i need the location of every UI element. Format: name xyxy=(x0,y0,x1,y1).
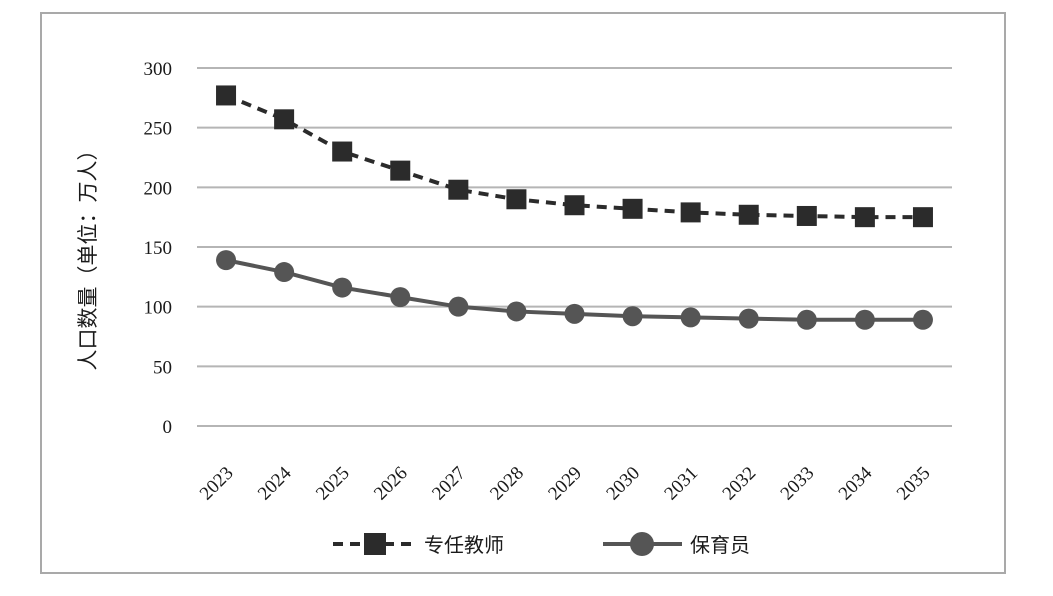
legend-label-series-0: 专任教师 xyxy=(424,533,504,557)
y-tick-label: 200 xyxy=(144,178,173,199)
data-point-series-0 xyxy=(680,202,701,223)
data-point-series-0 xyxy=(738,204,759,225)
data-point-series-1 xyxy=(622,306,643,327)
series-group xyxy=(216,85,933,330)
data-point-series-0 xyxy=(912,207,933,228)
x-tick-label: 2025 xyxy=(312,463,354,505)
x-tick-label: 2032 xyxy=(719,463,761,505)
data-point-series-1 xyxy=(564,303,585,324)
y-tick-label: 300 xyxy=(144,59,173,80)
y-tick-label: 250 xyxy=(144,119,173,140)
data-point-series-1 xyxy=(216,250,237,271)
data-point-series-1 xyxy=(796,309,817,330)
legend: 专任教师 保育员 xyxy=(333,532,750,557)
legend-label-series-1: 保育员 xyxy=(690,533,750,557)
data-point-series-0 xyxy=(448,179,469,200)
y-tick-label: 150 xyxy=(144,238,173,259)
x-tick-label: 2028 xyxy=(486,463,528,505)
legend-item-series-1: 保育员 xyxy=(603,532,750,557)
data-point-series-1 xyxy=(448,296,469,317)
x-tick-label: 2030 xyxy=(602,463,644,505)
data-point-series-1 xyxy=(390,287,411,308)
x-tick-label: 2023 xyxy=(196,463,238,505)
data-point-series-0 xyxy=(854,207,875,228)
chart-frame xyxy=(40,12,1006,574)
data-point-series-1 xyxy=(332,277,353,298)
data-point-series-0 xyxy=(332,141,353,162)
data-point-series-1 xyxy=(680,307,701,328)
y-tick-label: 0 xyxy=(163,417,173,438)
data-point-series-0 xyxy=(506,189,527,210)
grid-lines xyxy=(197,67,952,427)
data-point-series-1 xyxy=(274,262,295,283)
y-axis-label: 人口数量（单位：万人） xyxy=(76,140,100,371)
data-point-series-0 xyxy=(274,109,295,130)
x-tick-label: 2033 xyxy=(777,463,819,505)
legend-marker-series-1 xyxy=(630,532,654,556)
x-tick-labels: 2023 2024 2025 2026 2027 2028 2029 2030 2031 2032… xyxy=(196,462,935,504)
x-tick-label: 2034 xyxy=(835,462,877,504)
data-point-series-1 xyxy=(912,309,933,330)
y-tick-label: 50 xyxy=(153,357,172,378)
legend-item-series-0: 专任教师 xyxy=(333,533,504,557)
data-point-series-0 xyxy=(622,198,643,219)
x-tick-label: 2031 xyxy=(660,463,702,505)
x-tick-label: 2027 xyxy=(428,463,470,505)
data-point-series-0 xyxy=(216,85,237,106)
data-point-series-1 xyxy=(506,301,527,322)
data-point-series-0 xyxy=(796,205,817,226)
legend-marker-series-0 xyxy=(364,533,386,555)
data-point-series-1 xyxy=(738,308,759,329)
y-tick-label: 100 xyxy=(144,298,173,319)
data-point-series-0 xyxy=(390,160,411,181)
x-tick-label: 2024 xyxy=(254,462,296,504)
data-point-series-0 xyxy=(564,195,585,216)
y-tick-labels: 0 50 100 150 200 250 300 xyxy=(144,59,173,438)
x-tick-label: 2035 xyxy=(893,463,935,505)
data-point-series-1 xyxy=(854,309,875,330)
x-tick-label: 2029 xyxy=(544,463,586,505)
x-tick-label: 2026 xyxy=(370,463,412,505)
